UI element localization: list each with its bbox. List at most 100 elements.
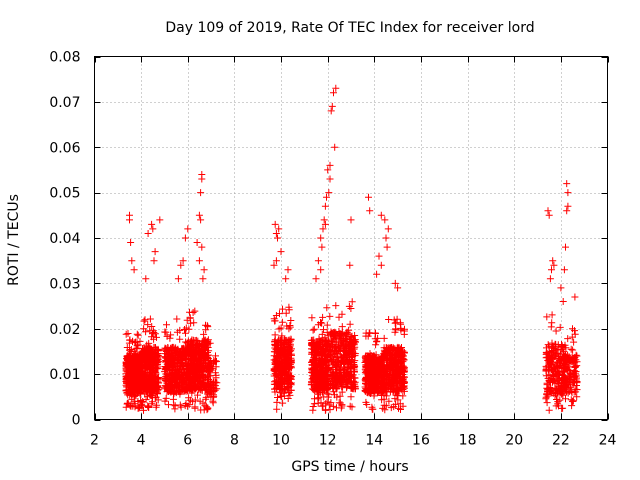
data-point bbox=[321, 202, 329, 210]
data-point bbox=[277, 248, 285, 256]
data-point bbox=[133, 330, 141, 338]
data-point bbox=[122, 381, 130, 389]
data-point bbox=[145, 404, 153, 411]
data-point bbox=[154, 377, 162, 385]
data-point bbox=[314, 257, 322, 265]
data-point bbox=[548, 339, 556, 347]
data-point bbox=[128, 395, 136, 403]
y-tick-label: 0.08 bbox=[49, 50, 80, 66]
data-point bbox=[191, 404, 199, 412]
data-point bbox=[152, 364, 160, 372]
data-point bbox=[141, 316, 149, 324]
data-point bbox=[564, 202, 572, 210]
x-tick-label: 14 bbox=[365, 433, 383, 449]
data-point bbox=[318, 243, 326, 251]
data-point bbox=[312, 275, 320, 283]
data-point bbox=[545, 406, 553, 414]
y-tick-label: 0.04 bbox=[49, 231, 80, 247]
data-point bbox=[195, 211, 203, 219]
data-point bbox=[138, 375, 146, 383]
data-point bbox=[193, 239, 201, 246]
data-point bbox=[131, 366, 139, 374]
data-point bbox=[274, 234, 281, 242]
data-point bbox=[131, 383, 139, 391]
data-point bbox=[392, 325, 399, 333]
data-point bbox=[326, 175, 334, 183]
data-point bbox=[569, 397, 576, 405]
data-point bbox=[124, 330, 132, 337]
data-point bbox=[338, 323, 346, 331]
data-point bbox=[348, 403, 356, 411]
data-point bbox=[564, 335, 572, 343]
data-point bbox=[132, 356, 140, 364]
data-point bbox=[122, 330, 130, 338]
data-point bbox=[134, 331, 142, 339]
data-point bbox=[317, 266, 325, 274]
data-point bbox=[151, 248, 159, 256]
data-point bbox=[124, 399, 131, 407]
data-point bbox=[148, 323, 156, 330]
data-point bbox=[335, 313, 343, 321]
data-point bbox=[145, 339, 153, 347]
data-point bbox=[287, 317, 295, 324]
data-point bbox=[147, 354, 155, 362]
data-point bbox=[309, 406, 317, 414]
data-point bbox=[309, 326, 317, 334]
data-point bbox=[347, 216, 355, 224]
data-point bbox=[372, 341, 380, 349]
data-point bbox=[139, 364, 147, 372]
data-point bbox=[126, 389, 134, 397]
data-point bbox=[544, 341, 552, 349]
data-point bbox=[570, 338, 578, 346]
data-point bbox=[149, 225, 157, 233]
data-point bbox=[308, 314, 316, 322]
x-tick-label: 10 bbox=[272, 433, 290, 449]
y-tick-label: 0.07 bbox=[49, 95, 80, 111]
data-point bbox=[347, 393, 355, 401]
data-point bbox=[382, 234, 390, 242]
data-point bbox=[163, 321, 170, 329]
data-point bbox=[195, 257, 203, 265]
data-point bbox=[149, 330, 156, 338]
data-point bbox=[326, 312, 334, 320]
data-point bbox=[177, 403, 185, 411]
data-point bbox=[125, 375, 133, 383]
data-point bbox=[286, 323, 294, 331]
data-point bbox=[127, 239, 135, 246]
data-point bbox=[569, 346, 577, 354]
data-point bbox=[328, 102, 336, 110]
data-point bbox=[191, 307, 199, 315]
data-point bbox=[543, 399, 551, 407]
data-point bbox=[552, 327, 560, 335]
data-point bbox=[184, 225, 192, 233]
data-point bbox=[130, 266, 138, 274]
x-tick-label: 18 bbox=[459, 433, 477, 449]
data-point bbox=[338, 310, 346, 318]
data-point bbox=[150, 257, 158, 265]
data-point bbox=[396, 319, 404, 327]
data-point bbox=[377, 261, 385, 269]
data-point bbox=[126, 336, 134, 344]
data-point bbox=[198, 243, 206, 251]
data-point bbox=[138, 385, 146, 393]
data-point bbox=[127, 388, 135, 395]
x-tick-label: 8 bbox=[230, 433, 239, 449]
data-point bbox=[181, 234, 189, 242]
data-point bbox=[559, 298, 567, 305]
data-point bbox=[377, 211, 385, 219]
data-point bbox=[132, 345, 140, 353]
data-point bbox=[137, 351, 145, 359]
data-point bbox=[154, 374, 162, 381]
data-point bbox=[563, 180, 571, 188]
data-point bbox=[546, 275, 554, 283]
data-point bbox=[132, 392, 140, 400]
x-tick-label: 20 bbox=[505, 433, 523, 449]
data-point bbox=[560, 266, 568, 274]
data-point bbox=[126, 354, 134, 362]
y-tick-label: 0.05 bbox=[49, 186, 80, 202]
data-point bbox=[153, 401, 161, 409]
data-point bbox=[182, 329, 189, 337]
data-point bbox=[381, 216, 389, 224]
y-axis-title: ROTI / TECUs bbox=[6, 194, 22, 286]
data-point bbox=[146, 315, 154, 323]
